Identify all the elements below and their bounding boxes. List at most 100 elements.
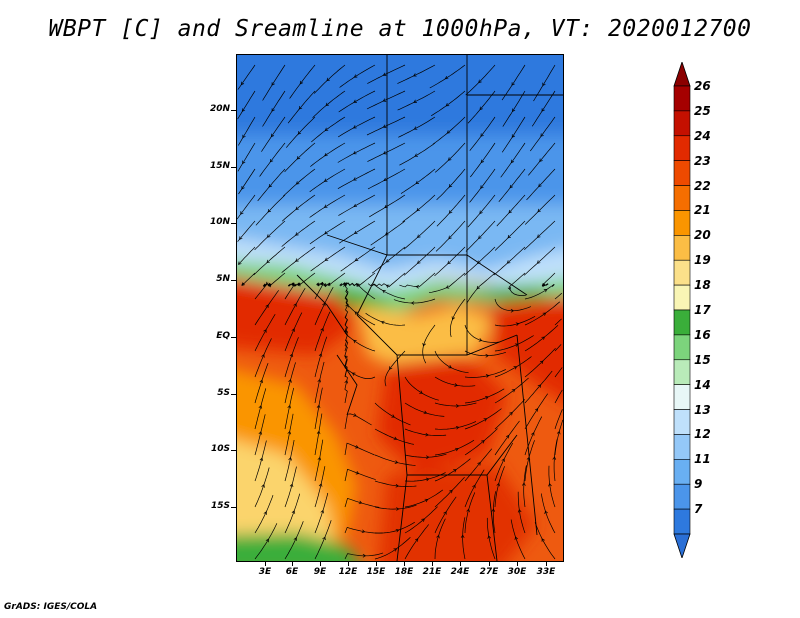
streamline	[289, 64, 316, 99]
streamline-arrow	[241, 185, 245, 190]
streamline	[470, 142, 496, 178]
colorbar-swatch	[673, 359, 691, 385]
streamline-arrow	[517, 509, 522, 513]
streamline-arrow	[382, 290, 386, 294]
streamline	[508, 272, 527, 296]
streamline	[464, 350, 507, 357]
streamline	[314, 287, 334, 326]
streamline	[434, 439, 475, 456]
streamline-arrow	[317, 378, 322, 383]
streamline-arrow	[384, 232, 389, 236]
streamline-arrow	[240, 211, 244, 215]
streamline	[398, 116, 436, 138]
streamline	[528, 142, 556, 176]
streamline-arrow	[537, 234, 541, 238]
x-axis-tick	[292, 562, 293, 566]
streamline	[259, 142, 286, 177]
x-axis-tick	[546, 562, 547, 566]
streamline-arrow	[353, 99, 357, 103]
streamline-arrow	[449, 489, 453, 494]
streamline-arrow	[476, 260, 481, 264]
streamline-arrow	[322, 302, 326, 307]
streamline-arrow	[448, 235, 452, 240]
streamline	[284, 413, 294, 456]
streamline-arrow	[544, 510, 548, 515]
streamline-arrow	[240, 81, 245, 86]
streamline-arrow	[345, 303, 349, 308]
colorbar-label: 13	[694, 402, 711, 417]
streamline-arrow	[258, 405, 263, 409]
streamline	[344, 365, 348, 404]
streamline	[434, 142, 466, 173]
streamline-arrow	[297, 282, 301, 287]
streamline	[374, 521, 415, 534]
colorbar-label: 22	[694, 178, 711, 193]
streamline-arrow	[324, 257, 329, 261]
streamline	[254, 338, 272, 378]
streamline-arrow	[271, 82, 275, 86]
streamline	[464, 428, 498, 456]
colorbar-label: 23	[694, 153, 711, 168]
streamline-arrow	[353, 74, 358, 78]
streamline	[464, 324, 500, 343]
streamline	[436, 194, 466, 227]
streamline	[284, 387, 295, 430]
streamline-arrow	[382, 151, 387, 155]
streamline	[337, 116, 376, 138]
streamline	[434, 421, 477, 430]
streamline-arrow	[447, 157, 452, 161]
streamline	[465, 220, 496, 252]
streamline	[493, 246, 526, 276]
streamline	[366, 116, 406, 136]
streamline	[494, 442, 514, 482]
streamline-arrow	[352, 177, 357, 181]
streamline	[464, 448, 493, 482]
streamline-arrow	[295, 206, 299, 210]
streamline	[449, 298, 466, 338]
streamline	[261, 116, 286, 152]
streamline	[434, 402, 477, 407]
streamline	[494, 420, 520, 456]
streamline-arrow	[539, 360, 544, 364]
colorbar-label: 15	[694, 352, 711, 367]
streamline-arrow	[414, 538, 419, 542]
streamline-arrow	[466, 508, 470, 513]
streamline-arrow	[327, 282, 331, 287]
streamline	[397, 90, 436, 111]
streamline	[314, 387, 323, 430]
streamline	[500, 142, 526, 178]
streamline	[254, 362, 269, 404]
streamline-arrow	[263, 329, 267, 333]
colorbar-label: 16	[694, 327, 711, 342]
y-axis-label: 10N	[209, 217, 230, 227]
streamline-arrow	[295, 181, 300, 185]
streamline	[510, 519, 526, 560]
x-axis-tick	[348, 562, 349, 566]
x-axis-tick	[460, 562, 461, 566]
y-axis-tick	[231, 337, 236, 338]
streamline-arrow	[355, 445, 359, 449]
streamline-arrow	[446, 130, 451, 134]
wbpt-field	[237, 55, 563, 561]
streamline	[554, 318, 562, 326]
streamline-arrow	[542, 82, 546, 87]
streamline-arrow	[413, 99, 417, 103]
streamline-arrow	[537, 384, 542, 388]
colorbar-label: 14	[694, 377, 711, 392]
streamline	[403, 246, 436, 276]
streamline-arrow	[507, 234, 511, 239]
streamline-arrow	[271, 108, 275, 112]
x-axis-label: 9E	[313, 567, 327, 577]
colorbar-top-arrow	[673, 62, 691, 87]
streamline	[314, 466, 326, 508]
streamline-arrow	[491, 508, 496, 512]
streamline-arrow	[511, 134, 516, 138]
streamline-arrow	[354, 311, 359, 315]
streamline	[238, 246, 256, 265]
streamline	[404, 428, 447, 436]
streamline	[369, 194, 406, 218]
streamline	[404, 376, 439, 401]
colorbar-label: 9	[694, 477, 703, 492]
streamline	[524, 301, 561, 326]
streamline-arrow	[288, 379, 292, 383]
